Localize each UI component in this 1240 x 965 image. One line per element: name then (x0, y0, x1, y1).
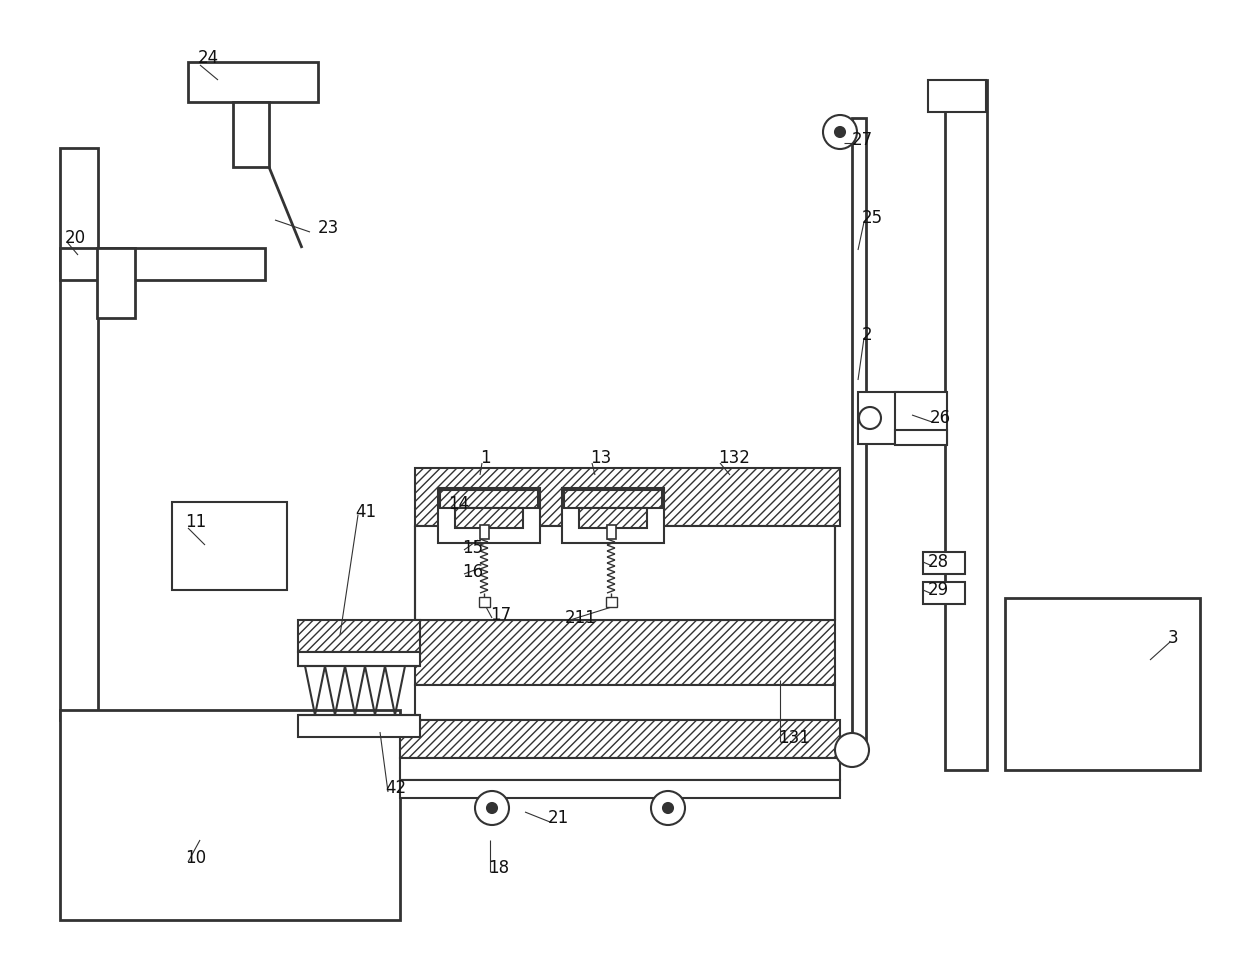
Text: 13: 13 (590, 449, 611, 467)
Circle shape (475, 791, 508, 825)
Text: 10: 10 (185, 849, 206, 867)
Bar (415, 685, 835, 720)
Text: 29: 29 (928, 581, 949, 599)
Circle shape (835, 733, 869, 767)
Bar (401, 780, 839, 798)
Circle shape (487, 803, 497, 813)
Bar (401, 720, 839, 758)
Text: 11: 11 (185, 513, 206, 531)
Bar (480, 525, 489, 539)
Bar (479, 597, 490, 607)
Text: 24: 24 (198, 49, 219, 67)
Bar (928, 80, 986, 112)
Bar (923, 582, 965, 604)
Circle shape (651, 791, 684, 825)
Bar (455, 508, 523, 528)
Text: 21: 21 (548, 809, 569, 827)
Text: 42: 42 (384, 779, 407, 797)
Circle shape (823, 115, 857, 149)
Circle shape (835, 127, 844, 137)
Bar (895, 392, 947, 444)
Bar (858, 392, 898, 444)
Text: 2: 2 (862, 326, 873, 344)
Text: 25: 25 (862, 209, 883, 227)
Text: 14: 14 (448, 495, 469, 513)
Circle shape (663, 803, 673, 813)
Text: 17: 17 (490, 606, 511, 624)
Bar (562, 488, 663, 543)
Text: 26: 26 (930, 409, 951, 427)
Text: 23: 23 (317, 219, 340, 237)
Text: 20: 20 (64, 229, 86, 247)
Bar (298, 620, 420, 652)
Bar (172, 502, 286, 590)
Text: 28: 28 (928, 553, 949, 571)
Text: 131: 131 (777, 729, 810, 747)
Bar (440, 490, 538, 508)
Bar (606, 597, 618, 607)
Bar (60, 148, 98, 720)
Text: 15: 15 (463, 539, 484, 557)
Text: 3: 3 (1168, 629, 1179, 647)
Bar (579, 508, 647, 528)
Bar (97, 248, 135, 318)
Bar (60, 710, 401, 920)
Bar (608, 525, 616, 539)
Circle shape (859, 407, 880, 429)
Text: 1: 1 (480, 449, 491, 467)
Bar (415, 526, 835, 620)
Text: 16: 16 (463, 563, 484, 581)
Bar (298, 715, 420, 737)
Bar (60, 248, 265, 280)
Bar (298, 652, 420, 666)
Text: 18: 18 (489, 859, 510, 877)
Bar (1004, 598, 1200, 770)
Bar (923, 552, 965, 574)
Bar (401, 758, 839, 780)
Bar (945, 80, 987, 770)
Bar (415, 620, 835, 685)
Bar (415, 468, 839, 526)
Text: 27: 27 (852, 131, 873, 149)
Text: 41: 41 (355, 503, 376, 521)
Bar (564, 490, 662, 508)
Bar (233, 102, 269, 167)
Bar (895, 430, 947, 445)
Bar (852, 118, 866, 758)
Bar (188, 62, 317, 102)
Text: 132: 132 (718, 449, 750, 467)
Text: 211: 211 (565, 609, 596, 627)
Bar (438, 488, 539, 543)
